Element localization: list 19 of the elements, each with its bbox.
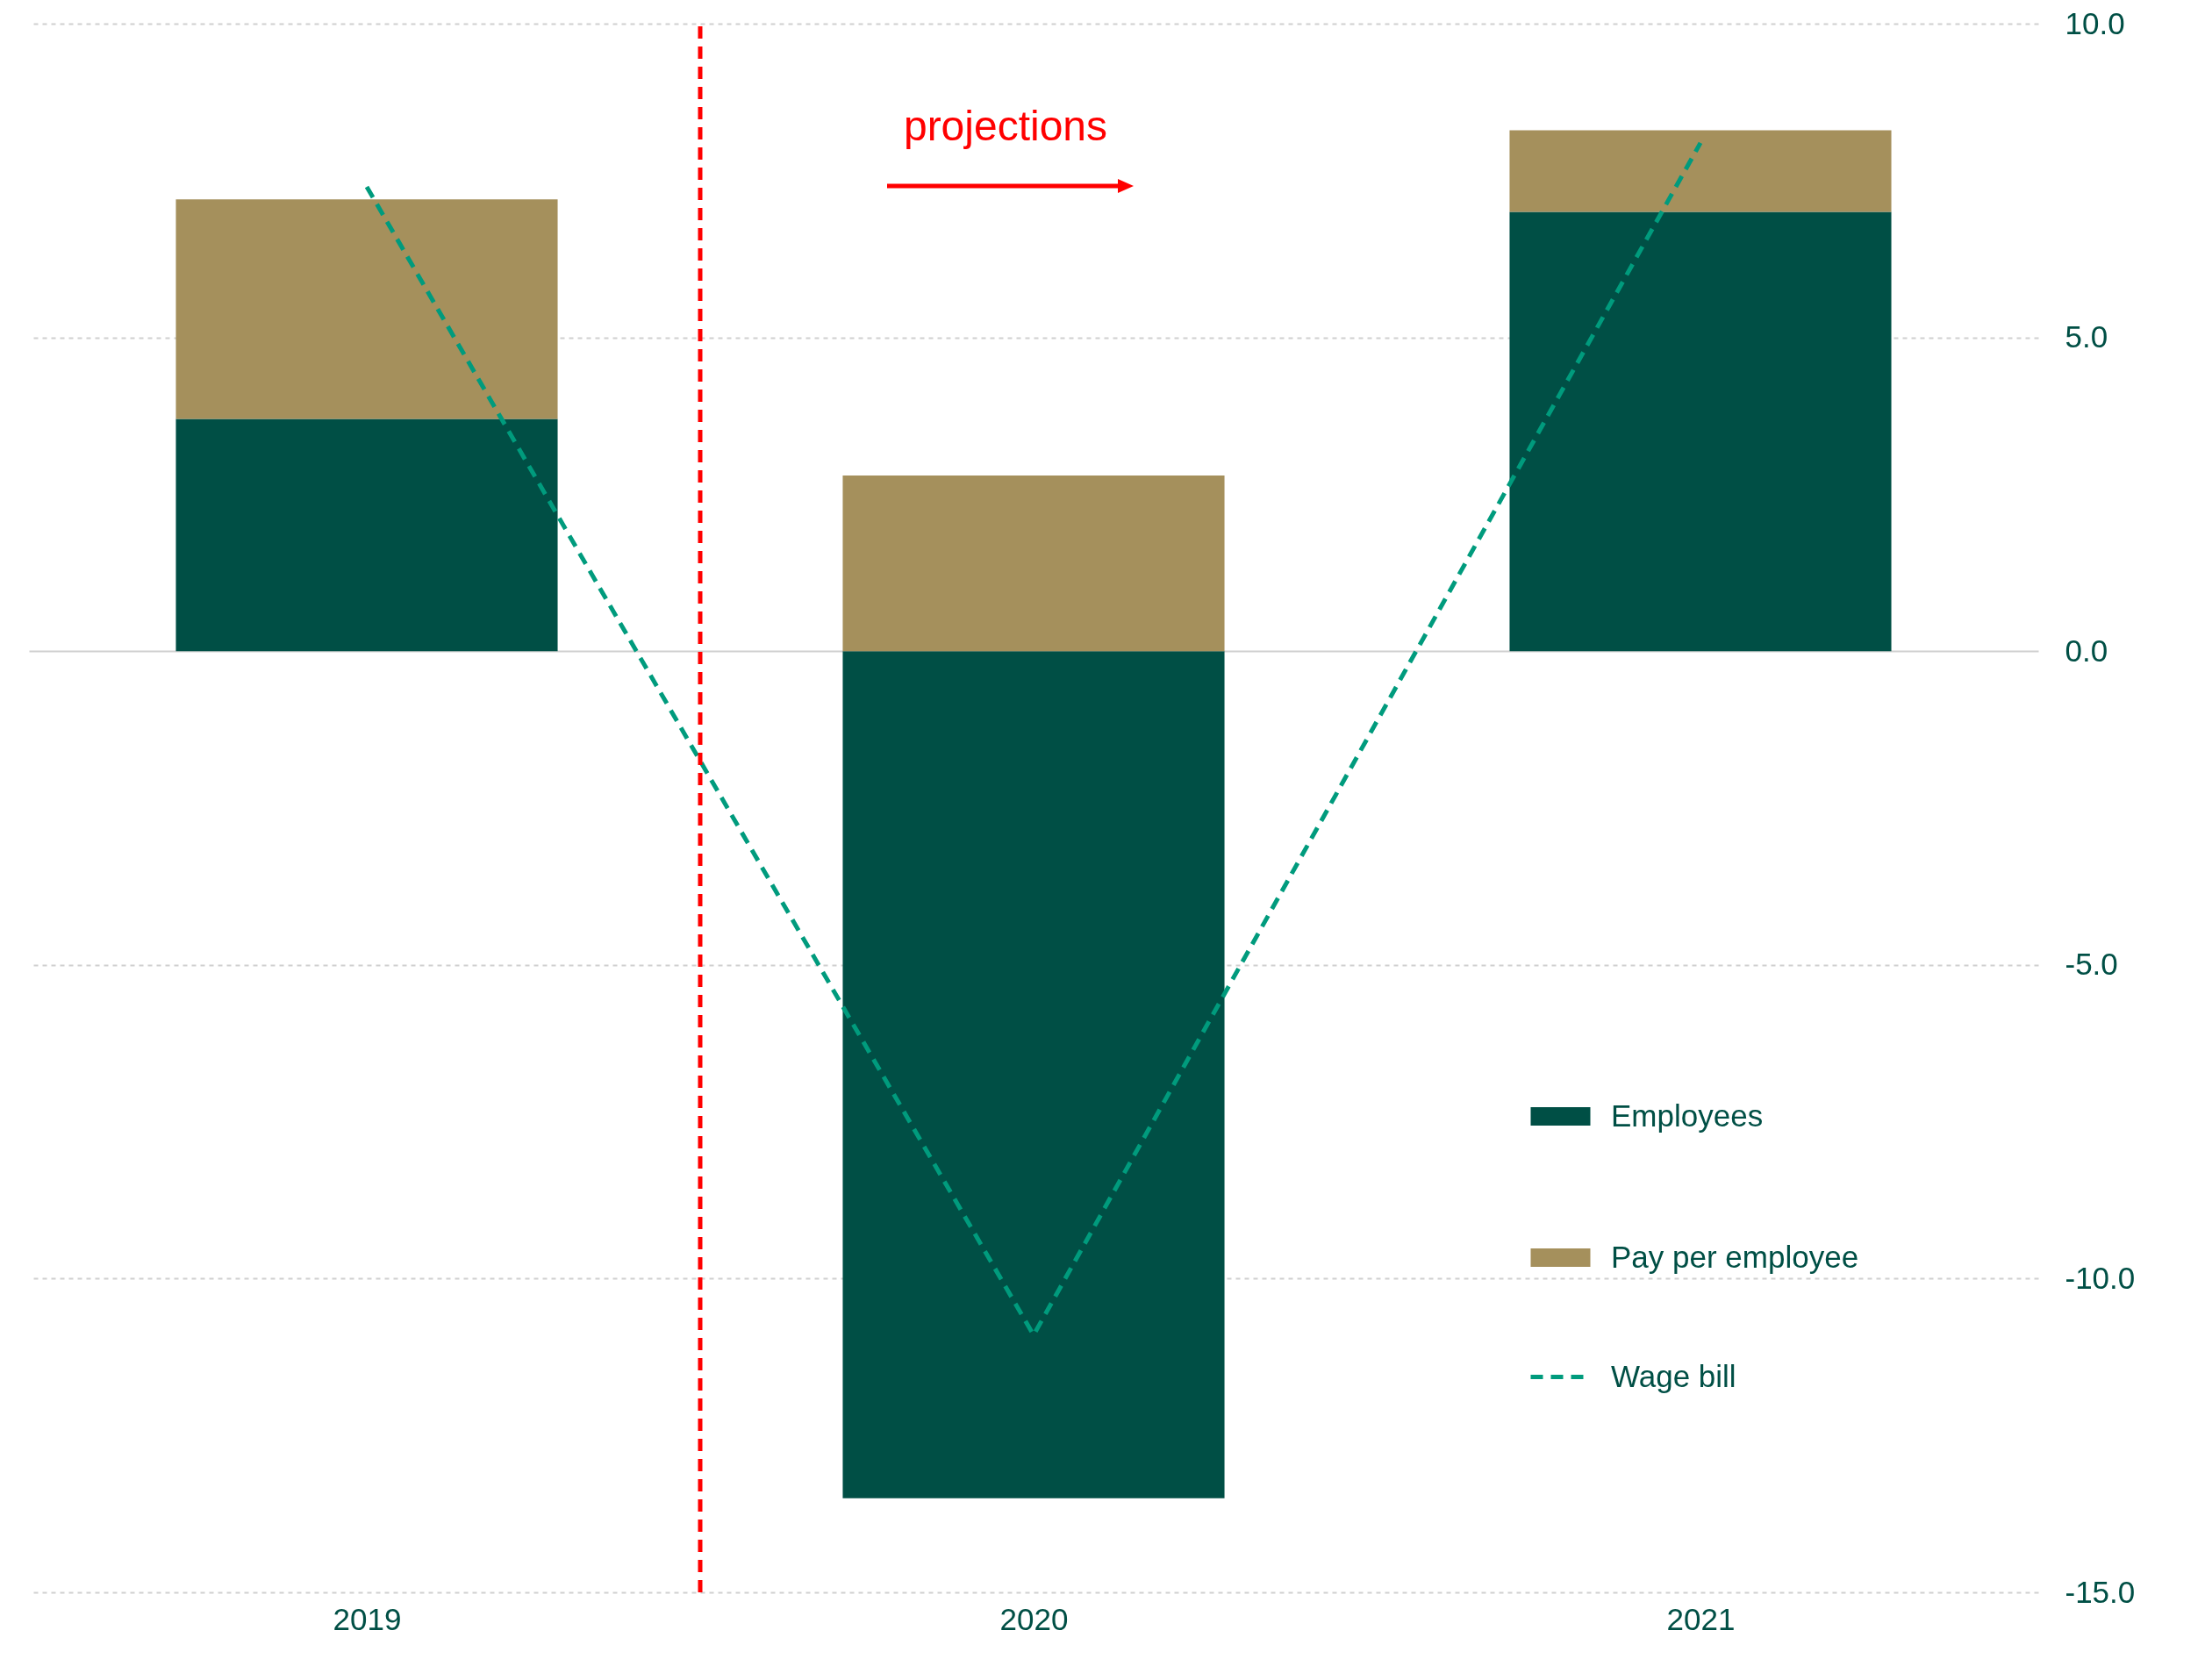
x-tick-label: 2021 bbox=[1666, 1601, 1736, 1636]
bar bbox=[175, 418, 558, 652]
y-tick-label: -10.0 bbox=[2065, 1260, 2136, 1295]
legend-label: Pay per employee bbox=[1611, 1239, 1859, 1274]
legend-label: Employees bbox=[1611, 1098, 1764, 1133]
bar bbox=[175, 199, 558, 419]
y-tick-label: -5.0 bbox=[2065, 947, 2118, 982]
bar bbox=[1509, 130, 1892, 212]
y-tick-label: 5.0 bbox=[2065, 319, 2108, 354]
y-tick-label: 10.0 bbox=[2065, 5, 2125, 40]
bar bbox=[842, 475, 1225, 652]
annotation: projections bbox=[903, 103, 1108, 149]
y-tick-label: 0.0 bbox=[2065, 633, 2108, 668]
x-tick-label: 2020 bbox=[999, 1601, 1069, 1636]
legend-label: Wage bill bbox=[1611, 1358, 1736, 1393]
bar bbox=[1509, 211, 1892, 652]
bar bbox=[842, 651, 1225, 1498]
y-tick-label: -15.0 bbox=[2065, 1574, 2136, 1609]
x-tick-label: 2019 bbox=[333, 1601, 402, 1636]
